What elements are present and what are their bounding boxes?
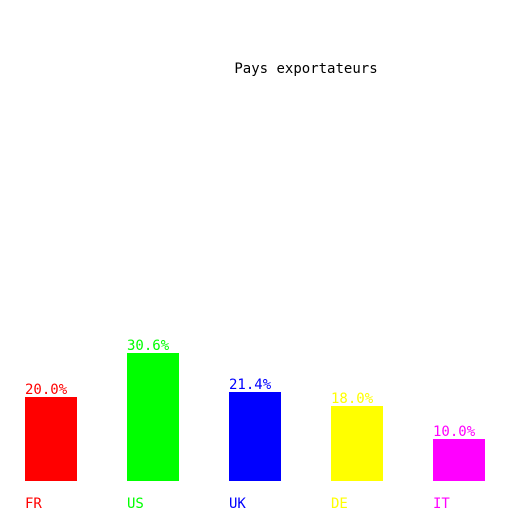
value-label-us: 30.6% xyxy=(127,338,170,354)
category-label-de: DE xyxy=(331,496,348,512)
chart-title: Pays exportateurs xyxy=(234,61,377,77)
bar-it xyxy=(433,439,485,481)
bar-us xyxy=(127,353,179,481)
bar-fr xyxy=(25,397,77,481)
bars-group xyxy=(25,353,485,481)
bar-de xyxy=(331,406,383,481)
value-label-it: 10.0% xyxy=(433,424,476,440)
value-label-fr: 20.0% xyxy=(25,382,68,398)
value-label-de: 18.0% xyxy=(331,391,374,407)
category-label-it: IT xyxy=(433,496,450,512)
category-label-fr: FR xyxy=(25,496,42,512)
value-label-uk: 21.4% xyxy=(229,377,272,393)
category-label-us: US xyxy=(127,496,144,512)
category-label-uk: UK xyxy=(229,496,246,512)
category-labels-group: FR US UK DE IT xyxy=(25,496,450,512)
value-labels-group: 20.0% 30.6% 21.4% 18.0% 10.0% xyxy=(25,338,476,440)
bar-uk xyxy=(229,392,281,481)
